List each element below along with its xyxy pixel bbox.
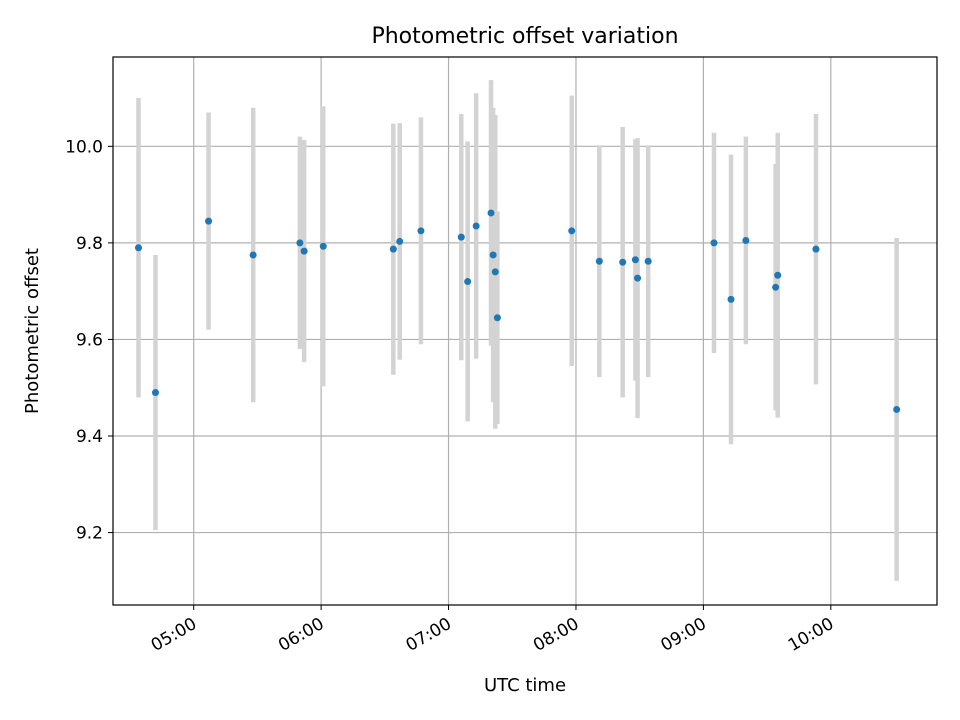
data-point: [472, 222, 480, 230]
plot-frame: [112, 56, 938, 606]
y-axis-label: Photometric offset: [22, 248, 43, 414]
data-point: [457, 233, 465, 241]
data-point: [644, 257, 652, 265]
x-axis-label: UTC time: [484, 675, 566, 696]
data-point: [710, 239, 718, 247]
y-tick-label: 9.2: [76, 524, 103, 544]
data-point: [300, 247, 308, 255]
data-point: [487, 209, 495, 217]
y-tick-label: 10.0: [65, 137, 103, 157]
data-point: [893, 405, 901, 413]
data-point: [568, 227, 576, 235]
data-point: [742, 236, 750, 244]
data-point: [631, 256, 639, 264]
data-point: [491, 268, 499, 276]
data-point: [396, 237, 404, 245]
y-tick-label: 9.6: [76, 330, 103, 350]
data-point: [296, 239, 304, 247]
data-points: [134, 209, 901, 413]
chart-title: Photometric offset variation: [371, 24, 678, 49]
data-point: [619, 258, 627, 266]
data-point: [417, 227, 425, 235]
data-point: [389, 245, 397, 253]
data-point: [634, 274, 642, 282]
data-point: [151, 389, 159, 397]
data-point: [774, 271, 782, 279]
data-point: [319, 242, 327, 250]
y-tick-label: 9.8: [76, 234, 103, 254]
y-tick-label: 9.4: [76, 427, 103, 447]
data-point: [249, 251, 257, 259]
data-point: [134, 244, 142, 252]
data-point: [772, 283, 780, 291]
data-point: [595, 257, 603, 265]
data-point: [489, 251, 497, 259]
data-point: [464, 278, 472, 286]
data-point: [812, 245, 820, 253]
data-point: [727, 295, 735, 303]
data-point: [205, 217, 213, 225]
data-point: [493, 314, 501, 322]
